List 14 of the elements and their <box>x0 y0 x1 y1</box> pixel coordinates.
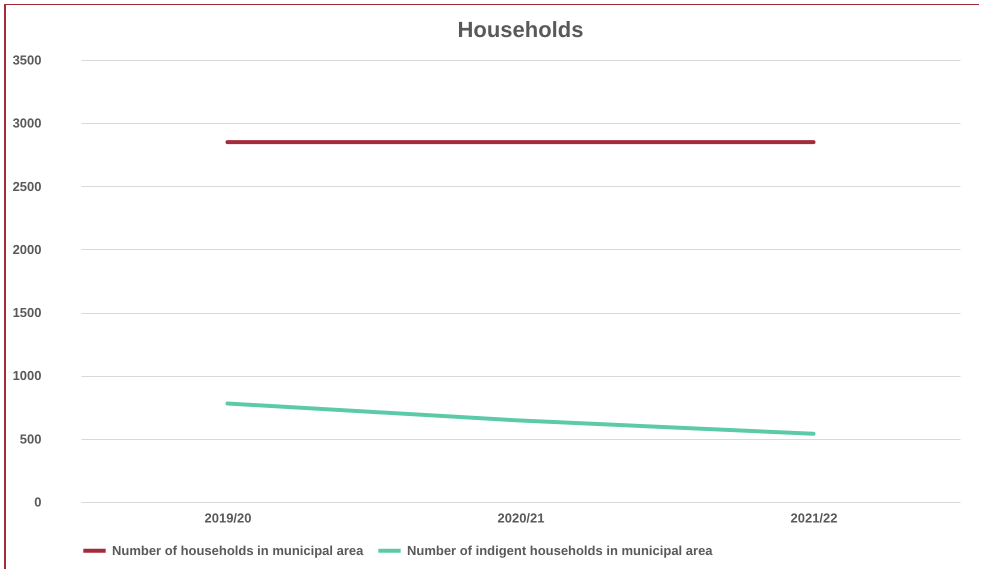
y-tick-label: 0 <box>34 494 42 510</box>
y-tick-label: 2500 <box>12 178 42 194</box>
x-tick-label: 2019/20 <box>204 510 252 526</box>
y-tick-label: 3500 <box>12 52 42 68</box>
chart-title: Households <box>458 17 584 42</box>
y-tick-label: 500 <box>20 431 42 446</box>
x-tick-label: 2021/22 <box>790 510 838 526</box>
y-tick-label: 1000 <box>12 368 42 384</box>
legend-label: Number of households in municipal area <box>112 542 364 558</box>
y-tick-label: 2000 <box>12 242 42 257</box>
x-tick-label: 2020/21 <box>498 510 544 526</box>
legend-label: Number of indigent households in municipal area <box>407 542 714 558</box>
y-tick-label: 3000 <box>12 116 42 131</box>
y-tick-label: 1500 <box>12 305 42 320</box>
